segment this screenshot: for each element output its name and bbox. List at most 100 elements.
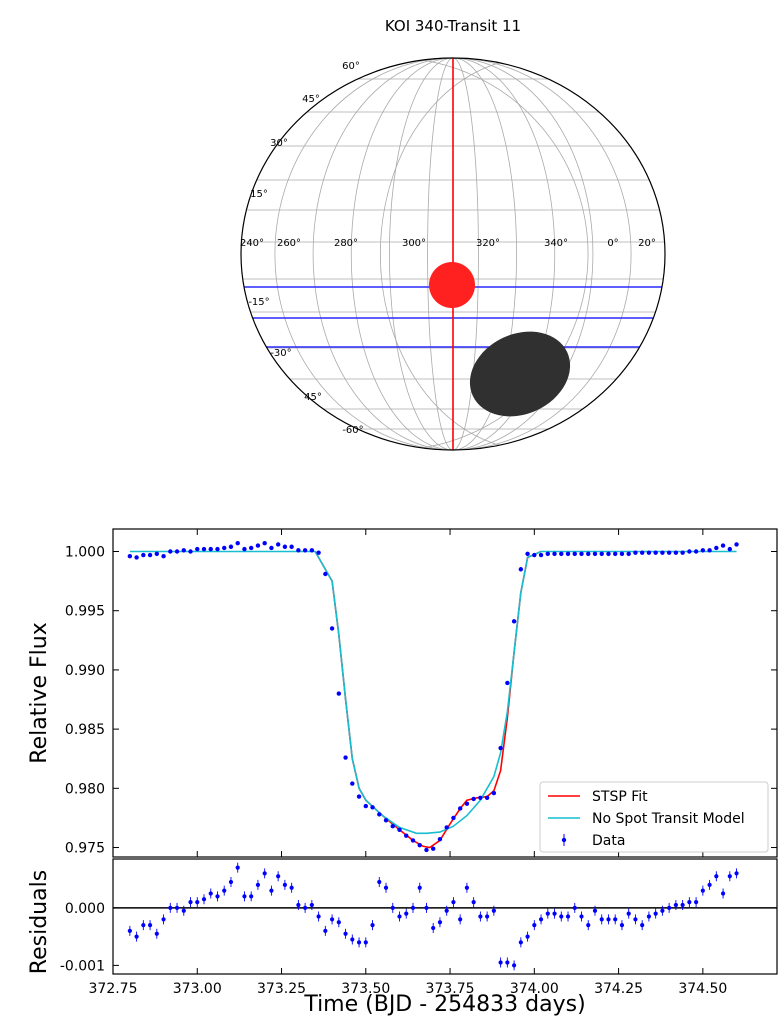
data-point [444, 825, 449, 830]
residual-point [296, 902, 301, 908]
legend-stsp-label: STSP Fit [592, 789, 648, 805]
residual-point [451, 900, 456, 905]
data-point [336, 691, 342, 696]
residual-point [633, 917, 638, 922]
data-point [289, 544, 294, 549]
data-point [646, 550, 652, 555]
longitude-label: 280° [334, 238, 358, 249]
data-point [586, 551, 591, 557]
residual-xtick-label: 374.25 [594, 981, 643, 997]
data-point [572, 551, 577, 557]
residual-point [249, 894, 254, 899]
data-point [269, 545, 274, 551]
residual-point [316, 914, 321, 919]
data-point [727, 546, 733, 552]
meridian-gridline [379, 58, 665, 450]
longitude-label: 300° [402, 238, 426, 249]
residual-point [303, 905, 308, 910]
flux-plot-frame [112, 528, 778, 858]
residual-point [188, 900, 193, 905]
data-point [228, 544, 234, 549]
residual-point [397, 914, 402, 919]
data-point [666, 550, 672, 555]
residual-xtick-label: 373.50 [341, 981, 390, 997]
residual-point [255, 882, 261, 887]
residual-point [720, 891, 726, 896]
residual-point [586, 923, 591, 928]
data-point [188, 549, 193, 554]
residual-point [309, 902, 314, 908]
data-point [471, 796, 476, 802]
residual-point [471, 900, 476, 905]
data-point [181, 548, 186, 553]
residual-point [390, 905, 395, 910]
residual-point [485, 914, 490, 919]
light-curve-panel: 1.000 0.995 0.990 0.985 0.980 0.975 0.000 -0.0… [27, 528, 778, 1017]
residual-point [161, 917, 166, 922]
data-point [390, 824, 395, 829]
latitude-label: 45° [302, 94, 320, 105]
data-point [404, 833, 409, 838]
data-point [498, 745, 503, 751]
data-point [127, 554, 133, 559]
residual-point [370, 923, 375, 928]
data-point [673, 550, 679, 555]
meridian-gridline [350, 58, 556, 450]
legend-box [539, 781, 769, 853]
residual-point [505, 960, 510, 965]
map-grid [241, 58, 665, 450]
residual-point [640, 923, 645, 928]
residual-xlabel: Time (BJD - 254833 days) [303, 992, 585, 1017]
data-point [687, 549, 692, 554]
residual-point [660, 908, 665, 913]
no-spot-model-line [129, 550, 737, 835]
latitude-label: 15° [250, 189, 268, 200]
flux-ytick-label: 0.975 [65, 841, 105, 857]
residual-xtick-label: 374.00 [510, 981, 559, 997]
data-point [329, 626, 335, 631]
data-point [565, 551, 571, 557]
flux-ytick-label: 0.985 [65, 722, 105, 738]
data-point [451, 815, 456, 821]
residual-ytick-label: -0.001 [60, 958, 105, 974]
residual-point [269, 888, 274, 893]
data-point [613, 551, 618, 557]
map-labels: 240° 260° 280° 300° 320° 340° 0° 20° 60° 45° 30° 15… [240, 61, 656, 436]
legend-data-marker [561, 837, 567, 843]
data-point [431, 846, 436, 851]
data-point [734, 542, 739, 547]
data-point [309, 548, 315, 553]
residual-point [511, 963, 517, 968]
residual-point [127, 928, 132, 933]
longitude-label: 0° [607, 238, 618, 249]
data-point [606, 551, 611, 557]
residual-point [235, 865, 240, 870]
data-point [275, 542, 281, 547]
data-point [424, 847, 429, 853]
residual-point [147, 923, 153, 928]
data-point [639, 550, 645, 555]
data-point [532, 552, 537, 558]
residual-point [646, 914, 652, 919]
residual-point [404, 911, 409, 916]
residual-point [181, 908, 186, 913]
residual-point [410, 905, 416, 910]
residual-point [687, 900, 692, 905]
data-point [201, 546, 207, 552]
residual-point [417, 885, 422, 890]
data-point [538, 552, 544, 558]
residual-point [242, 894, 247, 899]
flux-ylabel: Relative Flux [27, 622, 52, 763]
data-point [599, 551, 604, 557]
residual-point [444, 908, 449, 913]
residual-point [559, 914, 564, 919]
residual-point [276, 874, 281, 879]
residual-point [518, 940, 523, 945]
residual-point [195, 900, 200, 905]
stsp-fit-line [314, 550, 542, 849]
latitude-label: -30° [270, 348, 291, 359]
data-point [491, 790, 497, 796]
longitude-label: 320° [476, 238, 500, 249]
data-point [208, 546, 213, 552]
residual-point [134, 934, 139, 939]
